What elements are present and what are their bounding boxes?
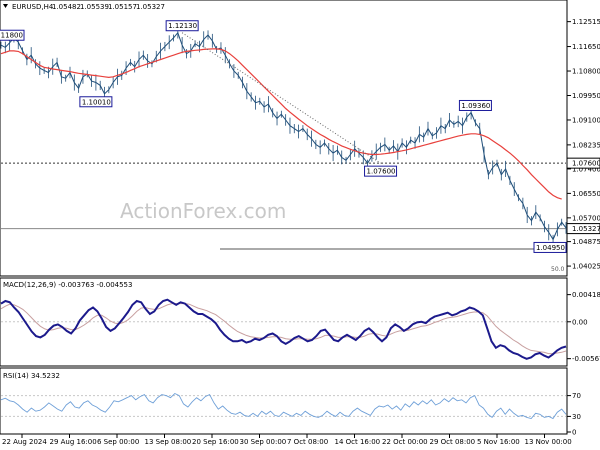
- rsi-tick-label: 0: [572, 429, 576, 437]
- swing-label-box: [533, 241, 567, 253]
- rsi-tick-label: 30: [572, 413, 581, 421]
- level-axis-box: [566, 157, 600, 169]
- swing-label-box: [165, 20, 199, 32]
- x-tick-label: 29 Aug 16:00: [50, 438, 97, 446]
- price-labels: 1.11800 1.12130 1.10010 1.07600 1.09360 1.049…: [0, 20, 567, 253]
- price-panel-frame: [0, 0, 568, 277]
- x-tick-label: 22 Oct 00:00: [382, 438, 428, 446]
- macd-label: MACD(12,26,9) -0.003763 -0.004553: [3, 281, 132, 289]
- rsi-panel-frame: [0, 367, 568, 435]
- swing-label-text: 1.04950: [536, 244, 565, 252]
- moving-average-line: [0, 48, 562, 200]
- x-tick-label: 5 Nov 16:00: [477, 438, 520, 446]
- macd-tick-label: -0.005679: [572, 355, 600, 363]
- price-tick-label: 1.07400: [572, 165, 600, 173]
- ohlc-open: 1.05482: [52, 3, 81, 11]
- rsi-line: [0, 392, 567, 420]
- macd-tick-label: 0.00418: [572, 291, 600, 299]
- rsi-axis: 70 30 0: [567, 392, 581, 437]
- macd-signal-line: [0, 303, 567, 355]
- current-price-label: 1.05327: [572, 225, 600, 233]
- x-tick-label: 20 Sep 16:00: [192, 438, 239, 446]
- swing-label-text: 1.07600: [367, 168, 396, 176]
- x-tick-label: 22 Aug 2024: [2, 438, 47, 446]
- price-tick-label: 1.04875: [572, 238, 600, 246]
- swing-label-text: 1.10010: [82, 98, 111, 106]
- swing-label-text: 1.12130: [168, 22, 197, 30]
- price-tick-label: 1.08235: [572, 141, 600, 149]
- macd-axis: 0.00418 0.00 -0.005679: [567, 291, 600, 363]
- ohlc-close: 1.05327: [136, 3, 165, 11]
- price-tick-label: 1.09100: [572, 116, 600, 124]
- price-tick-label: 1.05700: [572, 214, 600, 222]
- x-tick-label: 13 Nov 00:00: [525, 438, 572, 446]
- swing-label-text: 1.09360: [461, 102, 490, 110]
- macd-lines: [0, 298, 567, 360]
- price-tick-label: 1.04025: [572, 263, 600, 271]
- x-tick-label: 13 Sep 08:00: [145, 438, 192, 446]
- price-close-line: [0, 31, 567, 241]
- price-tick-label: 1.10800: [572, 68, 600, 76]
- current-price-box: [566, 223, 600, 235]
- header-dropdown-icon[interactable]: [3, 4, 8, 8]
- x-axis: 22 Aug 2024 29 Aug 16:00 6 Sep 00:00 13 Sep…: [2, 434, 572, 446]
- swing-label-box: [79, 96, 113, 108]
- macd-main-line: [0, 298, 567, 360]
- price-tick-label: 1.11650: [572, 43, 600, 51]
- swing-label-text: 1.11800: [0, 32, 23, 40]
- watermark: ActionForex.com: [120, 199, 286, 223]
- price-axis: 1.12515 1.11650 1.10800 1.09950 1.09100 1.082…: [566, 18, 600, 271]
- price-tick-label: 1.09950: [572, 92, 600, 100]
- x-tick-label: 14 Oct 16:00: [335, 438, 381, 446]
- rsi-lines: [0, 392, 567, 420]
- ohlc-low: 1.05157: [108, 3, 137, 11]
- rsi-tick-label: 70: [572, 392, 581, 400]
- swing-label-box: [458, 99, 492, 111]
- fib-trend-line: [181, 32, 381, 164]
- x-tick-label: 6 Sep 00:00: [97, 438, 139, 446]
- fib-50-label: 50.0: [551, 266, 565, 273]
- ohlc-high: 1.05539: [80, 3, 109, 11]
- price-tick-label: 1.06550: [572, 190, 600, 198]
- swing-label-box: [0, 29, 25, 41]
- level-axis-label: 1.07600: [572, 160, 600, 168]
- chart-symbol: EURUSD,H4: [12, 3, 54, 11]
- price-tick-label: 1.12515: [572, 18, 600, 26]
- macd-tick-label: 0.00: [572, 318, 588, 326]
- x-tick-label: 29 Oct 08:00: [430, 438, 476, 446]
- x-tick-label: 30 Sep 00:00: [240, 438, 287, 446]
- x-tick-label: 7 Oct 08:00: [287, 438, 328, 446]
- swing-label-box: [364, 165, 398, 177]
- rsi-label: RSI(14) 34.5232: [3, 372, 60, 380]
